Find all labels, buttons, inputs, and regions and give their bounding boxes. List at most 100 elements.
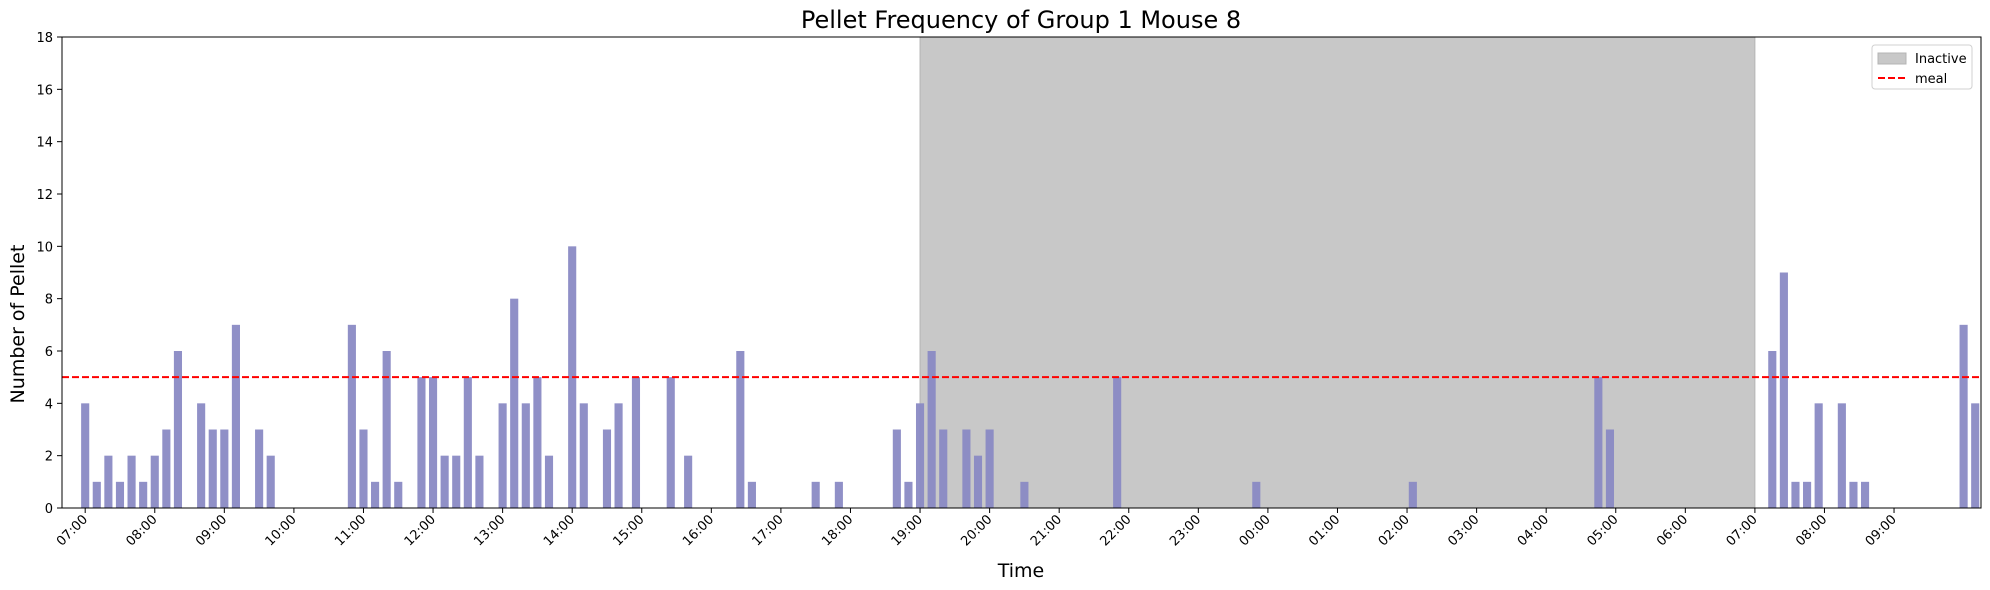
x-tick-label: 06:00 [1654,512,1691,549]
x-tick-label: 03:00 [1445,512,1482,549]
bar [1408,481,1417,508]
bar [440,455,449,508]
x-tick-label: 09:00 [193,512,230,549]
bar [371,481,380,508]
y-tick-label: 6 [45,345,53,360]
inactive-region [919,36,1756,509]
bar [208,429,217,508]
bar [985,429,994,508]
bar [684,455,693,508]
bar [115,481,125,508]
bar [197,403,206,508]
bar [579,403,588,508]
bar [892,429,901,508]
x-tick-label: 00:00 [1237,512,1274,549]
bar [736,351,745,508]
bar [1959,324,1968,508]
bar [811,481,820,508]
y-tick-label: 14 [36,136,53,151]
x-tick-label: 02:00 [1376,512,1413,549]
bar [81,403,90,508]
bar [1779,272,1788,508]
bar [382,351,391,508]
x-tick-label: 09:00 [1863,512,1900,549]
bar [92,481,101,508]
bar [834,481,843,508]
bar [1803,481,1812,508]
x-tick-label: 07:00 [54,512,91,549]
y-tick-label: 4 [45,397,53,412]
bar [417,377,426,508]
x-axis: 07:00 08:00 09:00 10:00 11:00 12:00 13:00 14:00… [54,508,1900,549]
bar [394,481,403,508]
bar [104,455,113,508]
bar [428,377,438,508]
bar [475,455,484,508]
y-tick-label: 16 [36,83,53,98]
x-tick-label: 11:00 [332,512,369,549]
y-tick-label: 10 [36,240,53,255]
bar [1594,377,1603,508]
bar [1814,403,1823,508]
y-tick-label: 8 [45,293,53,308]
y-tick-label: 0 [45,502,53,517]
x-tick-label: 18:00 [819,512,856,549]
bar [544,455,554,508]
x-tick-label: 12:00 [402,512,439,549]
bar [1791,481,1800,508]
x-tick-label: 22:00 [1097,512,1134,549]
bar [1849,481,1858,508]
bar [533,377,542,508]
bar [255,429,264,508]
bar [1113,377,1122,508]
x-tick-label: 01:00 [1306,512,1343,549]
bar [614,403,623,508]
x-axis-label: Time [997,560,1045,582]
x-tick-label: 19:00 [889,512,926,549]
bar [220,429,229,508]
bar [231,324,240,508]
bar [127,455,136,508]
bar [904,481,913,508]
y-axis: 0 2 4 6 8 10 12 14 16 18 [36,31,62,517]
y-tick-label: 2 [45,450,53,465]
bar [631,377,641,508]
bar [1860,481,1870,508]
x-tick-label: 08:00 [123,512,160,549]
chart-title: Pellet Frequency of Group 1 Mouse 8 [801,6,1241,34]
x-tick-label: 21:00 [1028,512,1065,549]
x-tick-label: 20:00 [958,512,995,549]
x-tick-label: 23:00 [1167,512,1204,549]
bar [939,429,948,508]
y-tick-label: 18 [36,31,53,46]
plot-frame [61,36,1982,509]
bar [510,298,519,508]
x-tick-label: 07:00 [1724,512,1761,549]
bar [139,481,148,508]
x-tick-label: 17:00 [750,512,787,549]
bar [602,429,612,508]
legend-inactive-swatch [1877,52,1907,65]
bar [452,455,461,508]
bar [666,377,675,508]
bar [162,429,171,508]
x-tick-label: 10:00 [263,512,300,549]
x-tick-label: 08:00 [1793,512,1830,549]
bar [173,351,183,508]
legend: Inactive meal [1871,44,1973,90]
bar [463,377,472,508]
bar [927,351,936,508]
y-axis-label: Number of Pellet [7,245,29,404]
x-tick-label: 15:00 [610,512,647,549]
bar [150,455,159,508]
bar [915,403,925,508]
bar [347,324,356,508]
bar [973,455,983,508]
bar [962,429,971,508]
x-tick-label: 05:00 [1584,512,1621,549]
bar [521,403,530,508]
bar [1837,403,1846,508]
bar [498,403,507,508]
x-tick-label: 13:00 [471,512,508,549]
